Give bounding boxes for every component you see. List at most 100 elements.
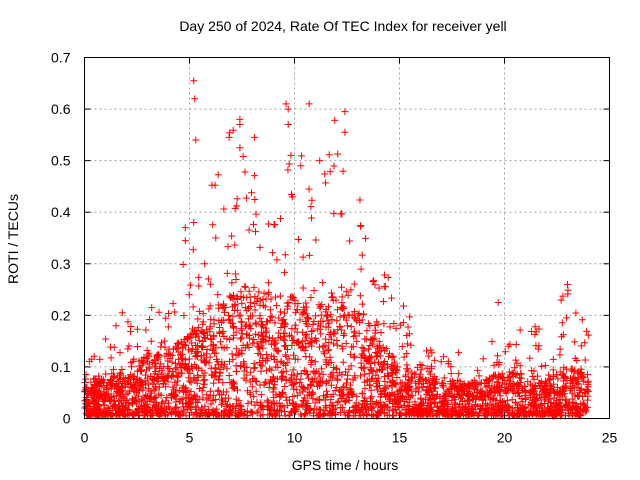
data-point — [171, 308, 179, 316]
data-point — [282, 393, 290, 401]
data-point — [173, 345, 181, 353]
data-point — [245, 315, 253, 323]
data-point — [556, 395, 564, 403]
data-point — [473, 389, 481, 397]
data-point — [277, 369, 285, 377]
data-point — [404, 379, 412, 387]
data-point — [356, 196, 364, 204]
data-point — [433, 402, 441, 410]
data-point — [195, 307, 203, 315]
data-point — [366, 381, 374, 389]
data-point — [208, 371, 216, 379]
data-point — [321, 350, 329, 358]
data-point — [372, 348, 380, 356]
data-point — [440, 374, 448, 382]
data-point — [189, 246, 197, 254]
data-point — [251, 306, 259, 314]
data-point — [394, 403, 402, 411]
data-point — [330, 330, 338, 338]
data-point — [316, 343, 324, 351]
data-point — [350, 327, 358, 335]
data-point — [214, 358, 222, 366]
data-point — [516, 326, 524, 334]
data-point — [225, 411, 233, 419]
data-point — [407, 341, 415, 349]
data-point — [214, 376, 222, 384]
data-point — [253, 297, 261, 305]
data-point — [187, 281, 195, 289]
data-point — [428, 403, 436, 411]
data-point — [562, 382, 570, 390]
data-point — [235, 397, 243, 405]
data-point — [218, 343, 226, 351]
data-point — [334, 306, 342, 314]
data-point — [482, 400, 490, 408]
data-point — [140, 354, 148, 362]
data-point — [512, 356, 520, 364]
data-point — [102, 335, 110, 343]
data-point — [198, 404, 206, 412]
data-point — [155, 383, 163, 391]
data-point — [191, 95, 199, 103]
data-point — [423, 408, 431, 416]
data-point — [322, 358, 330, 366]
data-point — [188, 325, 196, 333]
data-point — [329, 390, 337, 398]
data-point — [491, 389, 499, 397]
data-point — [88, 355, 96, 363]
data-point — [379, 298, 387, 306]
data-point — [82, 371, 90, 379]
data-point — [482, 411, 490, 419]
data-point — [357, 265, 365, 273]
data-point — [250, 335, 258, 343]
data-point — [516, 378, 524, 386]
data-point — [342, 339, 350, 347]
data-point — [493, 352, 501, 360]
data-point — [302, 299, 310, 307]
data-point — [373, 353, 381, 361]
data-point — [238, 299, 246, 307]
data-point — [237, 324, 245, 332]
data-point — [162, 314, 170, 322]
data-point — [317, 311, 325, 319]
data-point — [451, 407, 459, 415]
data-point — [386, 378, 394, 386]
data-point — [103, 390, 111, 398]
data-point — [327, 396, 335, 404]
data-point — [252, 387, 260, 395]
data-point — [291, 325, 299, 333]
data-point — [383, 364, 391, 372]
data-point — [299, 402, 307, 410]
data-point — [355, 329, 363, 337]
data-point — [381, 409, 389, 417]
data-point — [512, 340, 520, 348]
data-point — [226, 316, 234, 324]
data-point — [185, 355, 193, 363]
data-point — [559, 386, 567, 394]
data-point — [238, 334, 246, 342]
data-point — [301, 385, 309, 393]
data-point — [564, 280, 571, 288]
data-point — [124, 318, 132, 326]
data-point — [274, 363, 282, 371]
data-point — [271, 221, 279, 229]
data-point — [228, 350, 236, 358]
data-point — [389, 365, 397, 373]
data-point — [257, 401, 265, 409]
data-point — [303, 330, 311, 338]
data-point — [340, 383, 348, 391]
data-point — [229, 403, 237, 411]
data-point — [260, 289, 268, 297]
data-point — [265, 411, 273, 419]
data-point — [102, 370, 110, 378]
data-point — [342, 398, 350, 406]
data-point — [341, 108, 349, 116]
data-point — [271, 319, 279, 327]
data-point — [172, 395, 180, 403]
data-point — [289, 366, 297, 374]
data-point — [210, 320, 218, 328]
data-point — [284, 302, 292, 310]
data-point — [425, 379, 433, 387]
data-point — [185, 291, 193, 299]
data-point — [327, 381, 335, 389]
